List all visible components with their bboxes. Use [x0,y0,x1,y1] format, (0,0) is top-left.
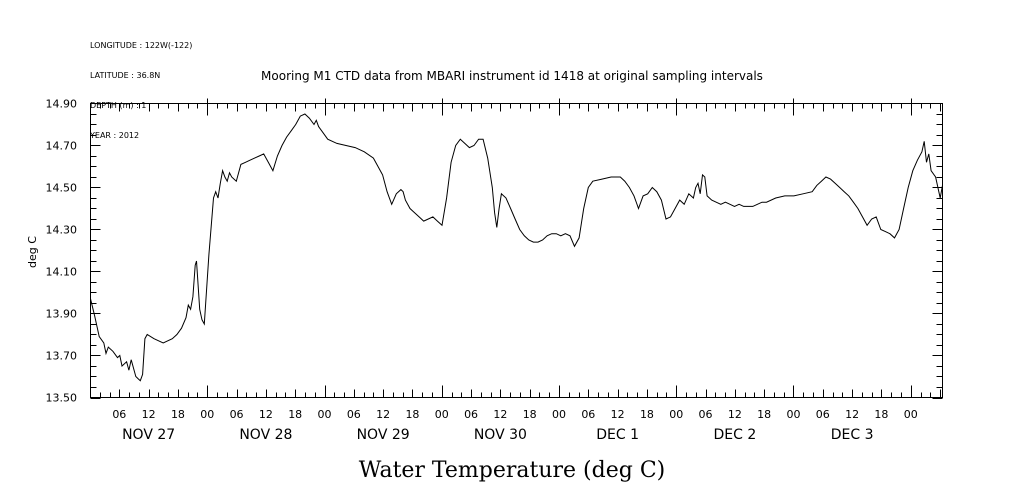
x-hour-label: 12 [845,408,859,421]
x-hour-label: 00 [904,408,918,421]
x-day-label: DEC 3 [831,427,874,443]
y-axis: 13.50 13.70 13.90 14.10 14.30 14.50 14.70 14.90 [46,98,943,405]
water-temperature-series [90,113,943,382]
x-hour-label: 00 [669,408,683,421]
y-tick-label: 14.10 [46,266,78,279]
metadata-block: LONGITUDE : 122W(-122) LATITUDE : 36.8N … [90,21,192,161]
x-hour-label: 06 [699,408,713,421]
x-hour-label: 12 [611,408,625,421]
y-tick-label: 13.70 [46,350,78,363]
x-day-label: NOV 30 [474,427,527,443]
x-hour-label: 06 [816,408,830,421]
x-axis-title: Water Temperature (deg C) [359,458,666,483]
x-hour-label: 00 [552,408,566,421]
meta-year: YEAR : 2012 [90,131,140,140]
meta-depth: DEPTH (m) : 1 [90,101,147,110]
meta-longitude: LONGITUDE : 122W(-122) [90,41,193,50]
x-hour-label: 18 [171,408,185,421]
y-tick-label: 14.30 [46,224,78,237]
x-hour-label: 00 [435,408,449,421]
x-hour-label: 18 [523,408,537,421]
x-hour-label: 12 [376,408,390,421]
x-hour-label: 18 [874,408,888,421]
x-hour-label: 12 [142,408,156,421]
y-tick-label: 13.90 [46,308,78,321]
chart-title: Mooring M1 CTD data from MBARI instrumen… [261,69,763,83]
x-hour-label: 06 [230,408,244,421]
x-hour-label: 06 [464,408,478,421]
x-day-label: DEC 2 [713,427,756,443]
meta-latitude: LATITUDE : 36.8N [90,71,161,80]
x-hour-label: 12 [493,408,507,421]
y-axis-title: deg C [26,236,39,268]
x-day-label: NOV 27 [122,427,175,443]
x-hour-label: 06 [112,408,126,421]
plot-frame [90,103,943,398]
y-tick-label: 14.90 [46,98,78,111]
x-hour-label: 18 [288,408,302,421]
x-axis: 06 12 18 00 06 12 18 00 06 12 18 00 06 12 18 00 06 12 18 00… [100,98,941,443]
x-day-label: NOV 29 [357,427,410,443]
x-hour-label: 18 [640,408,654,421]
x-hour-label: 00 [786,408,800,421]
x-hour-label: 18 [405,408,419,421]
x-hour-label: 06 [581,408,595,421]
y-tick-label: 13.50 [46,392,78,405]
x-hour-label: 12 [728,408,742,421]
y-tick-label: 14.50 [46,182,78,195]
x-hour-label: 06 [347,408,361,421]
x-hour-label: 12 [259,408,273,421]
x-hour-label: 00 [200,408,214,421]
x-hour-label: 18 [757,408,771,421]
y-tick-label: 14.70 [46,140,78,153]
x-day-label: DEC 1 [596,427,639,443]
x-day-label: NOV 28 [239,427,292,443]
x-hour-label: 00 [318,408,332,421]
